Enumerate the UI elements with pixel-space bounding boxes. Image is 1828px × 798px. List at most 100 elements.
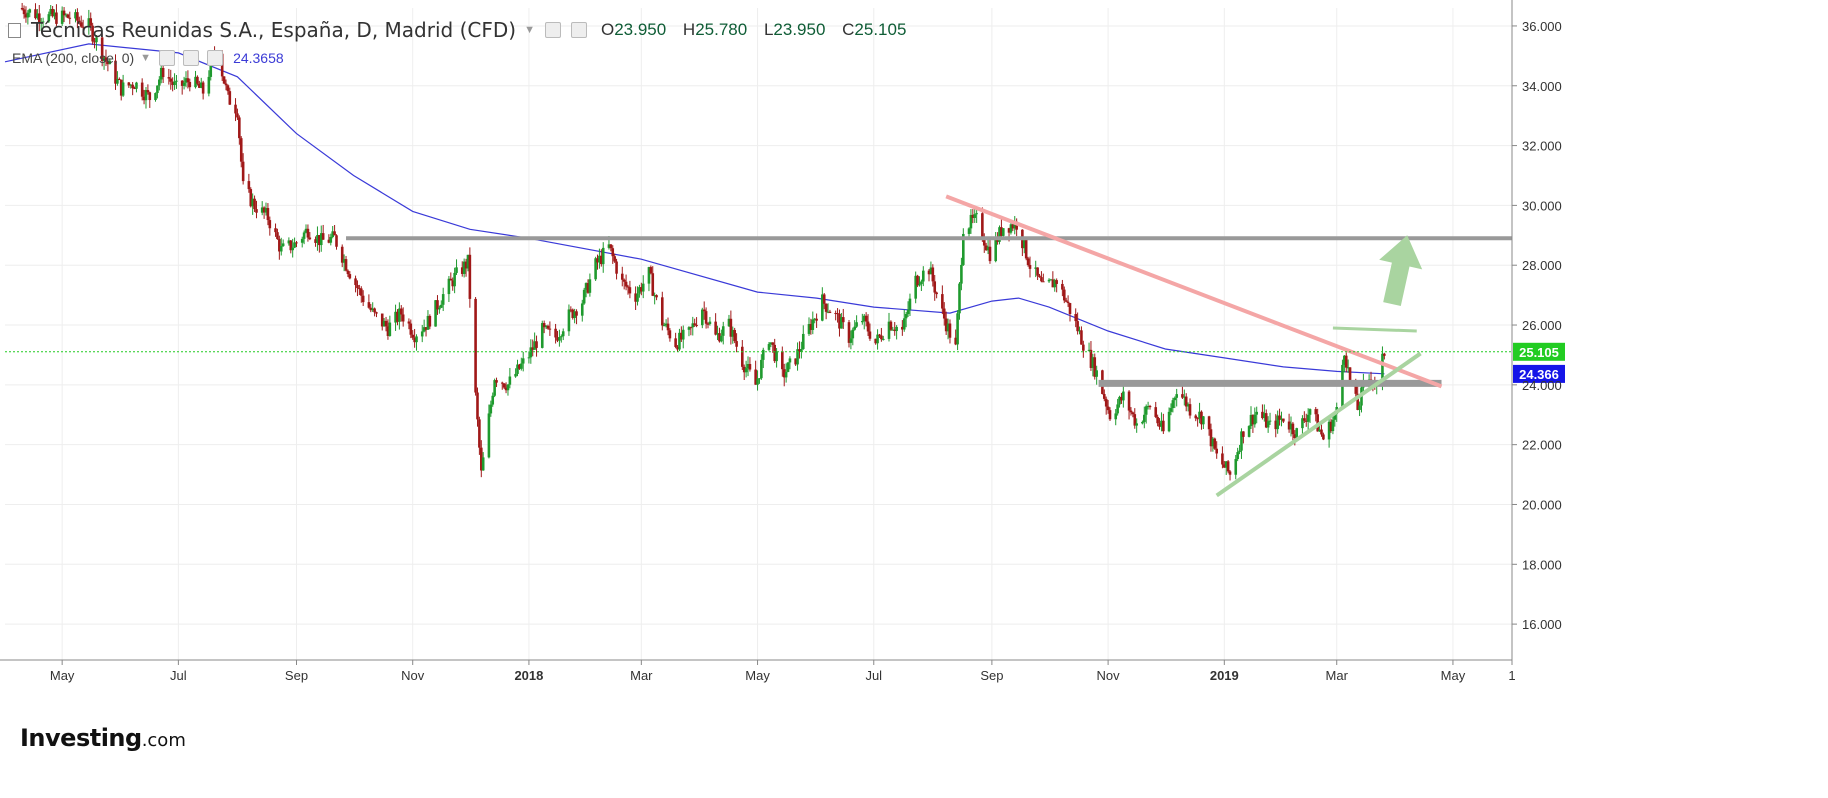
candle-body — [687, 327, 691, 330]
candle-body — [318, 235, 321, 246]
candle-body — [399, 308, 403, 315]
y-tick-label: 18.000 — [1522, 557, 1562, 572]
candle-body — [620, 273, 624, 280]
candle-body — [695, 324, 698, 326]
candle-body — [89, 18, 93, 26]
candle-body — [1106, 406, 1110, 411]
candle-body — [373, 308, 376, 313]
last-price-tag — [1513, 342, 1565, 361]
candle-body — [255, 209, 258, 213]
chevron-down-icon[interactable]: ▼ — [140, 52, 152, 64]
eye-icon[interactable] — [544, 22, 561, 38]
candle-body — [1181, 394, 1184, 398]
candle-body — [34, 9, 37, 19]
candle-body — [1251, 414, 1255, 425]
candle-body — [1333, 414, 1337, 420]
candle-body — [756, 378, 759, 385]
candle-body — [998, 227, 1001, 242]
candle-body — [300, 238, 304, 243]
candle-body — [674, 338, 677, 347]
candle-body — [1223, 464, 1226, 468]
x-tick-label: May — [1441, 668, 1466, 683]
symbol-title[interactable]: Técnicas Reunidas S.A., España, D, Madri… — [31, 18, 517, 42]
symbol-square-icon[interactable] — [8, 22, 21, 38]
candle-body — [702, 309, 706, 312]
candle-body — [1266, 421, 1270, 428]
candle-body — [302, 232, 306, 239]
candle-body — [479, 447, 483, 471]
candle-body — [1293, 434, 1297, 439]
candle-body — [540, 323, 544, 348]
candle-body — [1156, 416, 1159, 424]
candle-body — [529, 347, 533, 358]
gear-icon[interactable] — [570, 22, 587, 38]
candle-body — [1061, 283, 1064, 290]
candle-body — [735, 341, 738, 347]
chevron-down-icon[interactable]: ▼ — [524, 24, 535, 36]
candle-body — [131, 84, 134, 89]
candle-body — [1144, 406, 1148, 415]
gear-icon[interactable] — [183, 50, 200, 66]
candle-body — [188, 81, 192, 88]
candle-body — [333, 231, 336, 236]
candle-body — [782, 369, 786, 378]
candle-body — [462, 261, 466, 274]
candle-body — [908, 298, 912, 310]
candle-body — [800, 349, 803, 352]
candle-body — [841, 317, 845, 323]
candle-body — [836, 313, 839, 315]
candle-body — [1383, 353, 1386, 356]
candle-body — [133, 88, 136, 90]
candle-body — [889, 321, 893, 330]
candle-body — [489, 404, 493, 414]
eye-icon[interactable] — [159, 50, 176, 66]
candle-body — [1322, 434, 1325, 440]
candle-body — [1221, 453, 1224, 465]
candle-body — [140, 82, 144, 97]
candle-body — [51, 8, 54, 17]
candle-body — [666, 323, 670, 331]
candle-body — [516, 364, 519, 374]
candle-body — [1224, 461, 1228, 468]
close-icon[interactable] — [207, 50, 224, 66]
candle-body — [1141, 421, 1144, 424]
candle-body — [447, 278, 451, 295]
candle-body — [1162, 420, 1165, 432]
candle-body — [548, 328, 552, 330]
candle-body — [1282, 418, 1285, 422]
candle-body — [476, 392, 479, 420]
ohlc-readout: O23.950 H25.780 L23.950 C25.105 — [601, 20, 906, 40]
ema-price-label: 24.366 — [1519, 367, 1559, 382]
candle-body — [180, 80, 184, 86]
candle-body — [1051, 279, 1055, 288]
candle-body — [1013, 221, 1017, 229]
candle-body — [935, 292, 938, 295]
candle-body — [640, 287, 643, 292]
candle-body — [1268, 420, 1272, 422]
up-arrow-shape — [1379, 235, 1423, 306]
candle-body — [714, 321, 717, 335]
candle-body — [388, 322, 392, 336]
candle-body — [706, 323, 710, 325]
candle-body — [641, 283, 645, 292]
candle-body — [81, 26, 85, 28]
candle-body — [906, 309, 910, 315]
candle-body — [556, 337, 559, 341]
candle-body — [1135, 423, 1138, 426]
candle-body — [876, 334, 879, 344]
candle-body — [1228, 471, 1232, 475]
candle-body — [718, 333, 721, 342]
candle-body — [567, 309, 571, 332]
candle-body — [266, 208, 270, 221]
logo-brand: Investing — [20, 724, 142, 752]
indicator-label[interactable]: EMA (200, close, 0) — [12, 50, 135, 66]
candle-body — [601, 247, 605, 265]
investing-logo[interactable]: Investing.com — [20, 724, 186, 752]
y-tick-label: 20.000 — [1522, 497, 1562, 512]
candle-body — [584, 283, 588, 290]
candle-body — [628, 287, 632, 294]
candle-body — [824, 303, 828, 312]
candle-body — [969, 214, 973, 229]
candle-body — [506, 384, 510, 391]
